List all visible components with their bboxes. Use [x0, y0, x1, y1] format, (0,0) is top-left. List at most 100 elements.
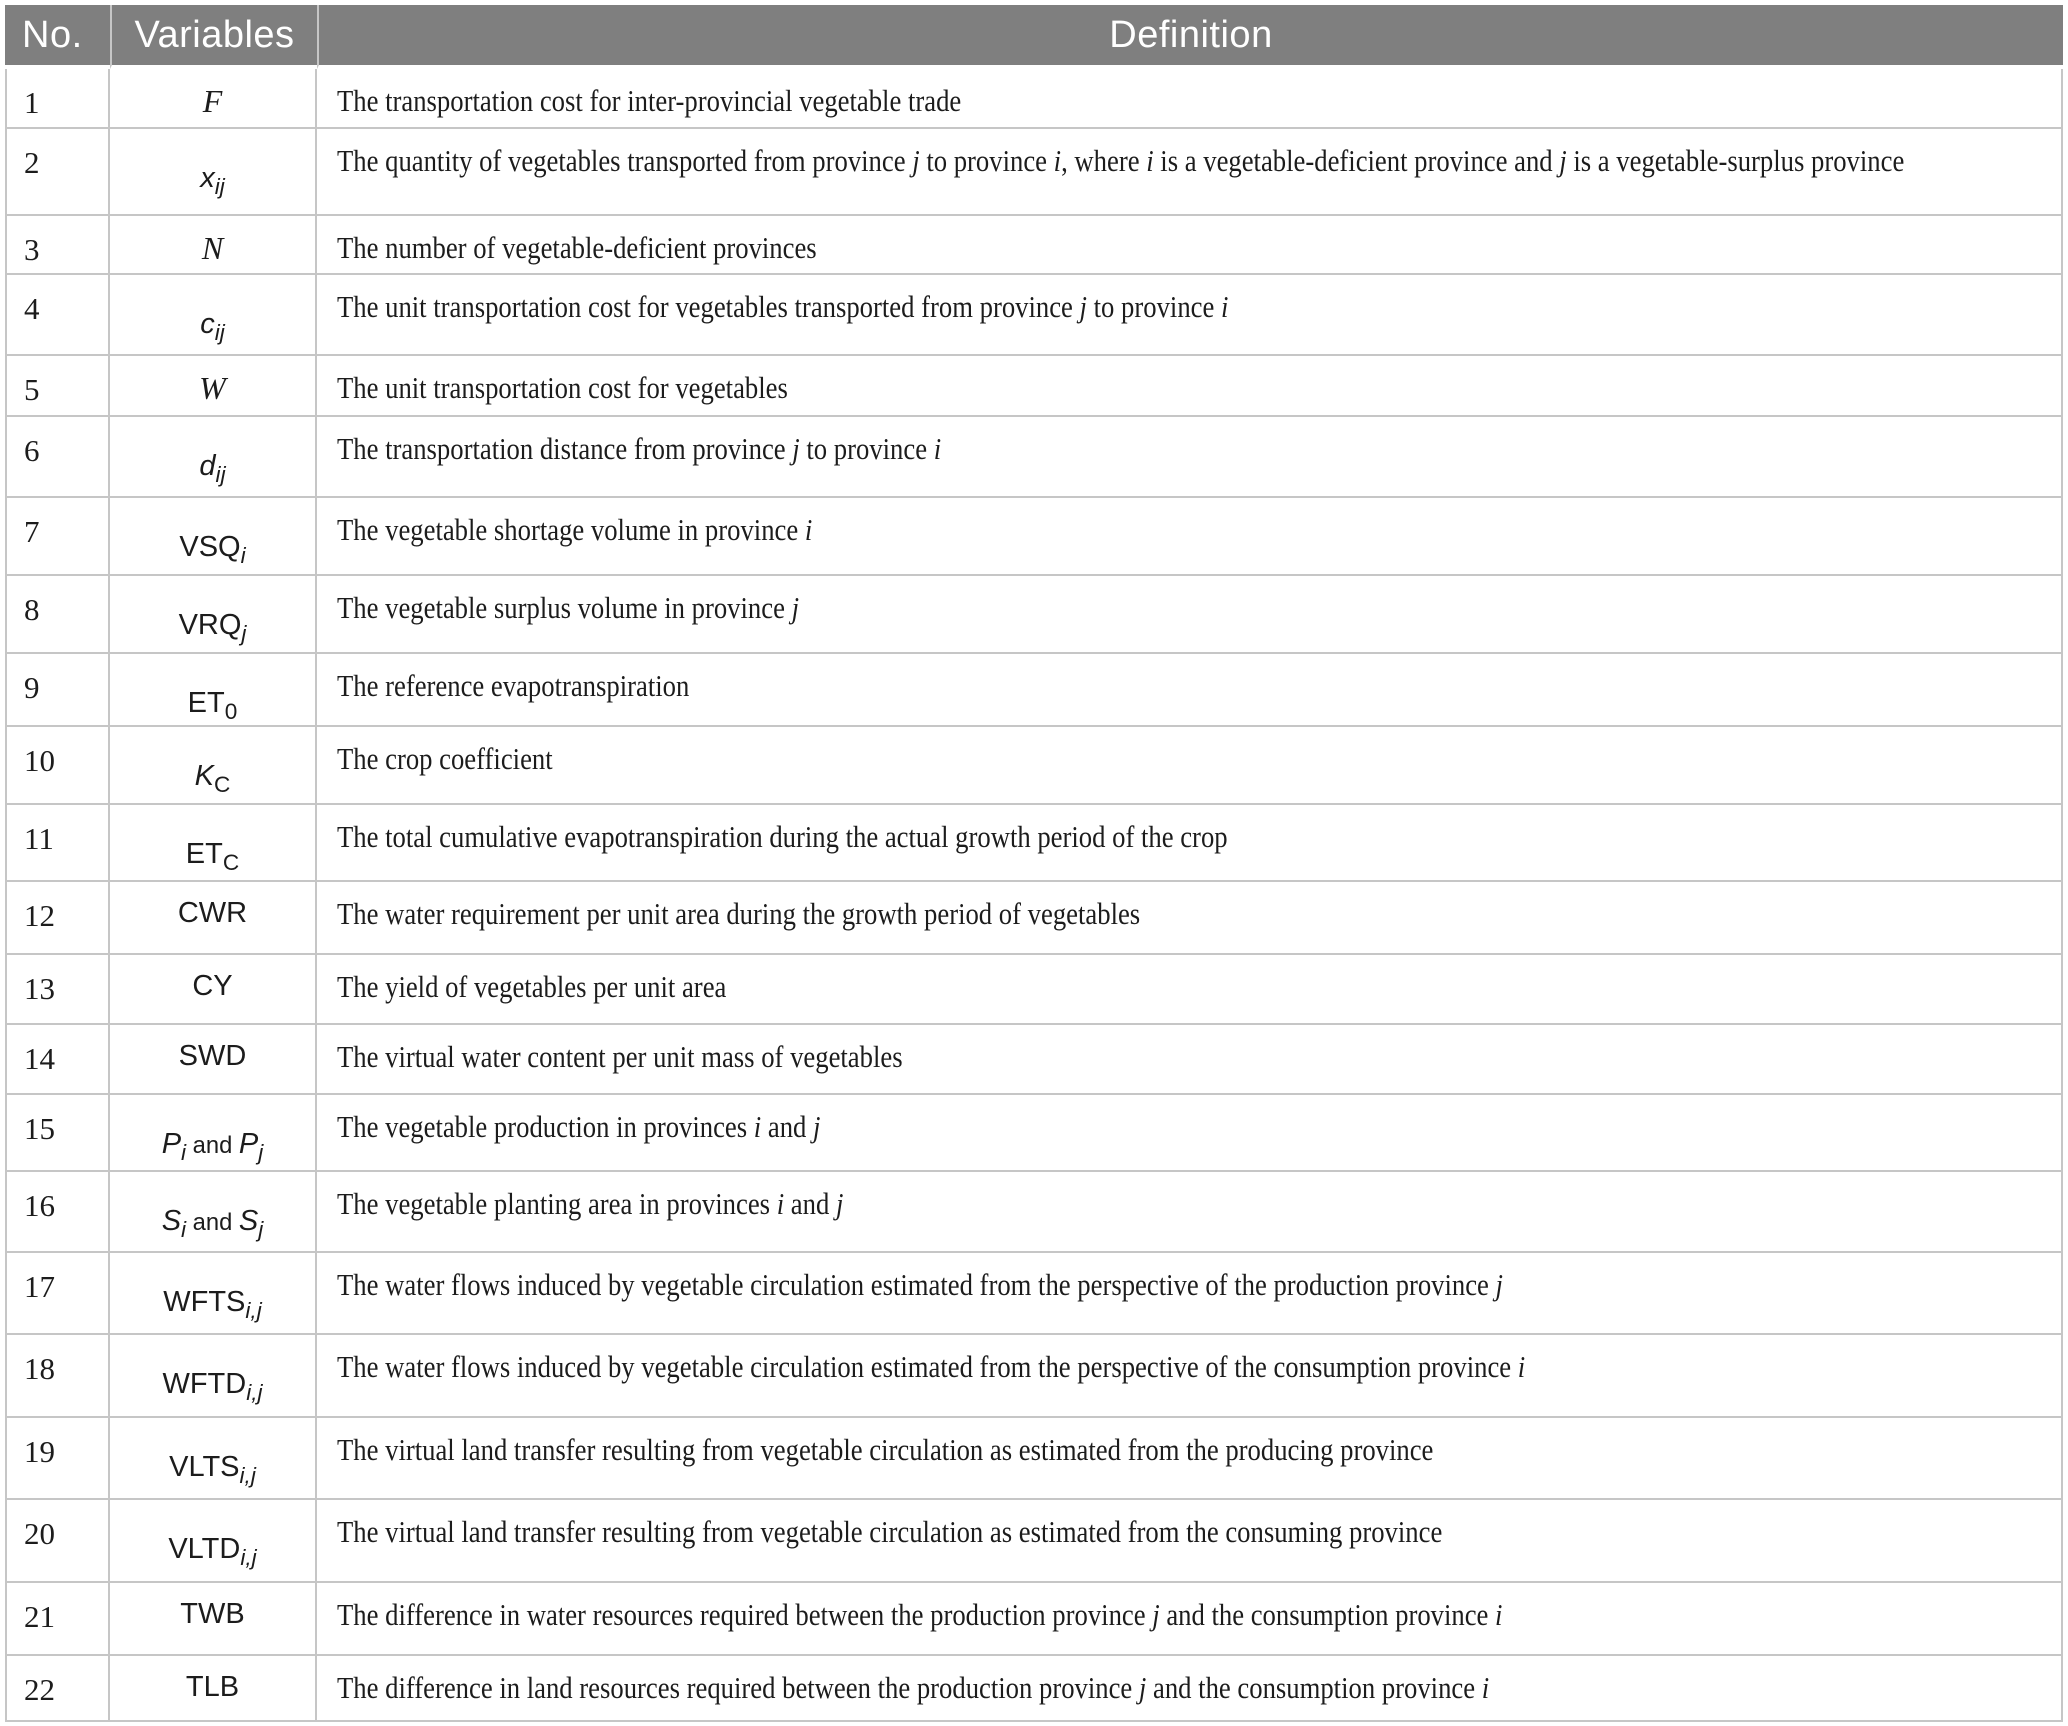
no-cell: 4 [5, 275, 110, 356]
no-cell: 1 [5, 69, 110, 129]
table-row: 10 KC The crop coefficient [5, 727, 2063, 805]
definition-text: The water flows induced by vegetable cir… [337, 1349, 1526, 1384]
no-cell: 16 [5, 1172, 110, 1253]
definition-text: The number of vegetable-deficient provin… [337, 230, 817, 265]
no-cell: 5 [5, 356, 110, 417]
variable-cell: Pi and Pj [110, 1095, 317, 1172]
table-row: 3 N The number of vegetable-deficient prov… [5, 216, 2063, 275]
definition-text: The vegetable shortage volume in provinc… [337, 512, 813, 547]
definition-text: The reference evapotranspiration [337, 668, 690, 703]
table-row: 19 VLTSi,j The virtual land transfer resul… [5, 1418, 2063, 1500]
variable-symbol: Pi and Pj [161, 1128, 264, 1166]
no-cell: 3 [5, 216, 110, 275]
variable-cell: WFTSi,j [110, 1253, 317, 1335]
variable-symbol: F [202, 83, 223, 119]
table-row: 22 TLB The difference in land resources re… [5, 1656, 2063, 1722]
definition-cell: The virtual water content per unit mass … [317, 1025, 2063, 1095]
table-row: 21 TWB The difference in water resources r… [5, 1583, 2063, 1656]
table-header: No. Variables Definition [5, 5, 2063, 69]
definition-cell: The reference evapotranspiration [317, 654, 2063, 727]
definition-cell: The unit transportation cost for vegetab… [317, 356, 2063, 417]
definition-text: The water flows induced by vegetable cir… [337, 1267, 1503, 1302]
no-cell: 7 [5, 498, 110, 576]
variable-symbol: VLTDi,j [168, 1533, 257, 1571]
header-row: No. Variables Definition [5, 5, 2063, 69]
variable-cell: KC [110, 727, 317, 805]
no-cell: 22 [5, 1656, 110, 1722]
definition-text: The water requirement per unit area duri… [337, 896, 1141, 931]
definition-cell: The vegetable planting area in provinces… [317, 1172, 2063, 1253]
definition-cell: The virtual land transfer resulting from… [317, 1418, 2063, 1500]
definition-text: The crop coefficient [337, 741, 553, 776]
table-body: 1 F The transportation cost for inter-prov… [5, 69, 2063, 1722]
column-header-no: No. [5, 5, 110, 69]
variable-symbol: dij [199, 450, 226, 488]
no-cell: 15 [5, 1095, 110, 1172]
variable-symbol: VLTSi,j [169, 1451, 256, 1489]
definition-text: The virtual land transfer resulting from… [337, 1514, 1443, 1549]
variable-symbol: Si and Sj [161, 1205, 264, 1243]
definition-text: The yield of vegetables per unit area [337, 969, 727, 1004]
no-cell: 2 [5, 129, 110, 216]
definition-text: The unit transportation cost for vegetab… [337, 289, 1229, 324]
table-row: 17 WFTSi,j The water flows induced by vege… [5, 1253, 2063, 1335]
definition-cell: The transportation distance from provinc… [317, 417, 2063, 498]
no-cell: 20 [5, 1500, 110, 1583]
table-row: 8 VRQj The vegetable surplus volume in pro… [5, 576, 2063, 654]
definition-cell: The water flows induced by vegetable cir… [317, 1335, 2063, 1418]
variable-cell: TLB [110, 1656, 317, 1722]
variable-cell: VRQj [110, 576, 317, 654]
definition-cell: The transportation cost for inter-provin… [317, 69, 2063, 129]
variable-cell: dij [110, 417, 317, 498]
table-row: 2 xij The quantity of vegetables transport… [5, 129, 2063, 216]
definition-cell: The difference in water resources requir… [317, 1583, 2063, 1656]
variable-symbol: CWR [177, 897, 248, 929]
no-cell: 21 [5, 1583, 110, 1656]
table-row: 4 cij The unit transportation cost for veg… [5, 275, 2063, 356]
no-cell: 12 [5, 882, 110, 955]
variable-cell: Si and Sj [110, 1172, 317, 1253]
table-row: 18 WFTDi,j The water flows induced by vege… [5, 1335, 2063, 1418]
no-cell: 8 [5, 576, 110, 654]
no-cell: 14 [5, 1025, 110, 1095]
column-header-variables: Variables [110, 5, 317, 69]
variable-symbol: WFTDi,j [162, 1368, 263, 1406]
column-header-definition: Definition [317, 5, 2063, 69]
no-cell: 10 [5, 727, 110, 805]
variable-symbol: CY [192, 970, 233, 1002]
table-row: 9 ET0 The reference evapotranspiration [5, 654, 2063, 727]
definition-text: The vegetable planting area in provinces… [337, 1186, 844, 1221]
variable-cell: VLTDi,j [110, 1500, 317, 1583]
no-cell: 9 [5, 654, 110, 727]
definition-text: The difference in water resources requir… [337, 1597, 1503, 1632]
variable-cell: CY [110, 955, 317, 1025]
variable-cell: xij [110, 129, 317, 216]
table-row: 13 CY The yield of vegetables per unit are… [5, 955, 2063, 1025]
variable-symbol: cij [200, 308, 225, 346]
variable-symbol: N [201, 230, 224, 266]
table-row: 12 CWR The water requirement per unit area… [5, 882, 2063, 955]
definition-text: The quantity of vegetables transported f… [337, 143, 1905, 178]
variable-cell: W [110, 356, 317, 417]
definition-text: The virtual land transfer resulting from… [337, 1432, 1434, 1467]
table-row: 7 VSQi The vegetable shortage volume in pr… [5, 498, 2063, 576]
table-row: 1 F The transportation cost for inter-prov… [5, 69, 2063, 129]
variable-cell: N [110, 216, 317, 275]
table-row: 20 VLTDi,j The virtual land transfer resul… [5, 1500, 2063, 1583]
definition-cell: The unit transportation cost for vegetab… [317, 275, 2063, 356]
variable-cell: ET0 [110, 654, 317, 727]
variable-cell: SWD [110, 1025, 317, 1095]
definition-cell: The quantity of vegetables transported f… [317, 129, 2063, 216]
table-row: 11 ETC The total cumulative evapotranspira… [5, 805, 2063, 882]
table-row: 14 SWD The virtual water content per unit … [5, 1025, 2063, 1095]
variable-symbol: VRQj [178, 609, 247, 647]
definition-text: The transportation distance from provinc… [337, 431, 942, 466]
variable-symbol: KC [194, 760, 231, 798]
definition-text: The total cumulative evapotranspiration … [337, 819, 1228, 854]
no-cell: 13 [5, 955, 110, 1025]
table-row: 16 Si and Sj The vegetable planting area i… [5, 1172, 2063, 1253]
definition-cell: The water flows induced by vegetable cir… [317, 1253, 2063, 1335]
definition-cell: The water requirement per unit area duri… [317, 882, 2063, 955]
table-row: 6 dij The transportation distance from pro… [5, 417, 2063, 498]
definition-cell: The difference in land resources require… [317, 1656, 2063, 1722]
